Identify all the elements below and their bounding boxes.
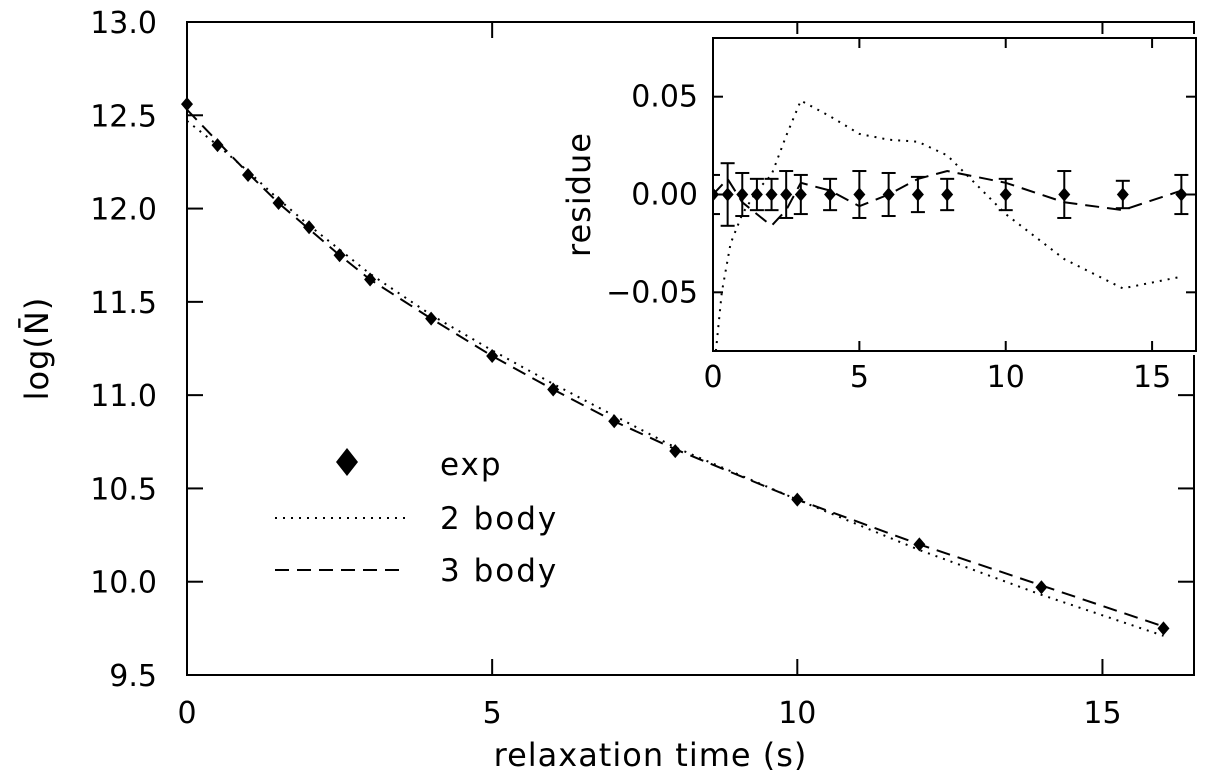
legend-label: 3 body [440, 553, 558, 589]
main-ytick-label: 11.5 [90, 286, 157, 321]
main-ytick-label: 10.0 [90, 566, 157, 601]
inset-data-point [713, 187, 719, 202]
main-data-point [1035, 580, 1048, 595]
inset-data-point [736, 187, 749, 202]
inset-data-point [824, 187, 837, 202]
inset-data-point [780, 187, 793, 202]
legend-label: exp [440, 447, 503, 483]
main-data-point [211, 138, 224, 153]
main-ytick-label: 9.5 [109, 659, 157, 694]
main-data-point [303, 220, 316, 235]
main-data-point [913, 537, 926, 552]
inset-data-point [750, 187, 763, 202]
inset-series-3-body [713, 169, 1182, 228]
main-xtick-label: 10 [778, 696, 816, 731]
inset-data-point [1116, 187, 1129, 202]
inset-data-point [941, 187, 954, 202]
main-chart: 9.5 10.0 10.5 11.0 11.5 12.0 12.5 13.0 0 5 10 15 rel… [17, 6, 1195, 774]
main-ytick-label: 11.0 [90, 379, 157, 414]
main-data-point [547, 382, 560, 397]
inset-data-point [721, 187, 734, 202]
legend-label: 2 body [440, 501, 558, 537]
inset-data-point [1175, 187, 1188, 202]
main-data-point [669, 444, 682, 459]
main-xtick-label: 0 [177, 696, 196, 731]
inset-series-group [713, 99, 1189, 351]
main-series-3-body [186, 109, 1164, 628]
inset-xtick-label: 0 [703, 360, 722, 395]
legend-marker-exp [336, 448, 358, 476]
main-data-point [486, 348, 499, 363]
main-ytick-label: 12.5 [90, 99, 157, 134]
inset-data-point [882, 187, 895, 202]
inset-y-axis-label: residue [560, 132, 598, 257]
main-data-point [242, 167, 255, 182]
main-ytick-label: 12.0 [90, 193, 157, 228]
main-ytick-label: 10.5 [90, 472, 157, 507]
inset-ytick-label: 0.00 [631, 178, 698, 213]
inset-data-point [911, 187, 924, 202]
main-ytick-label: 13.0 [90, 6, 157, 41]
inset-xtick-label: 10 [987, 360, 1025, 395]
inset-chart: −0.05 0.00 0.05 0 5 10 15 residue [560, 34, 1200, 395]
main-x-axis-label: relaxation time (s) [494, 736, 808, 774]
inset-xtick-label: 15 [1133, 360, 1171, 395]
main-data-point [333, 248, 346, 263]
inset-data-point [853, 187, 866, 202]
main-data-point [181, 97, 193, 112]
inset-xtick-label: 5 [850, 360, 869, 395]
inset-ytick-label: 0.05 [631, 80, 698, 115]
main-xtick-label: 5 [483, 696, 502, 731]
inset-data-point [999, 187, 1012, 202]
main-y-axis-label: log(N̄) [17, 297, 56, 401]
main-data-point [272, 195, 285, 210]
main-data-point [1157, 621, 1170, 636]
inset-ytick-label: −0.05 [606, 275, 698, 310]
main-data-point [425, 311, 438, 326]
main-xtick-label: 15 [1083, 696, 1121, 731]
main-data-point [608, 414, 621, 429]
main-data-point [364, 272, 377, 287]
inset-data-point [794, 187, 807, 202]
inset-data-point [765, 187, 778, 202]
inset-data-point [1058, 187, 1071, 202]
main-data-point [791, 492, 804, 507]
